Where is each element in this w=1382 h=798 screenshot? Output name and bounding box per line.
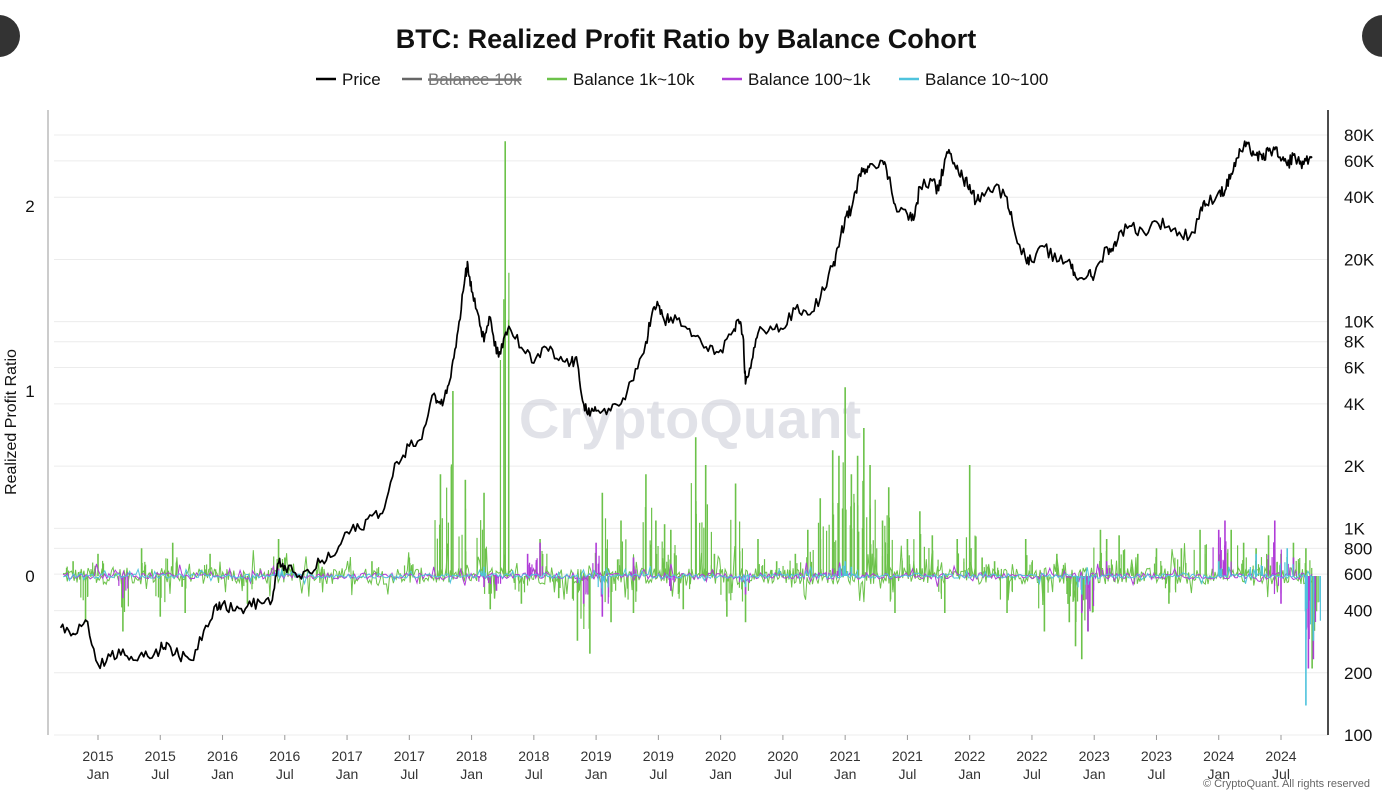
x-tick-month: Jan (958, 766, 981, 782)
legend-item-balance-1k-10k[interactable]: Balance 1k~10k (547, 70, 695, 89)
x-tick-month: Jan (1207, 766, 1230, 782)
x-tick-month: Jul (400, 766, 418, 782)
right-edge-button[interactable] (1362, 15, 1382, 57)
x-tick-year: 2024 (1265, 748, 1296, 764)
right-tick-label: 40K (1344, 188, 1375, 207)
legend[interactable]: Price Balance 10k Balance 1k~10k Balance 10… (316, 70, 1048, 89)
x-tick-month: Jan (1083, 766, 1106, 782)
ratio-noise (62, 543, 1313, 603)
x-tick-year: 2020 (767, 748, 798, 764)
chart-title: BTC: Realized Profit Ratio by Balance Co… (396, 24, 977, 54)
legend-label: Balance 10~100 (925, 70, 1048, 89)
right-tick-label: 2K (1344, 457, 1365, 476)
right-tick-label: 10K (1344, 313, 1375, 332)
right-tick-label: 80K (1344, 126, 1375, 145)
x-tick-year: 2024 (1203, 748, 1234, 764)
right-tick-label: 20K (1344, 250, 1375, 269)
x-tick-year: 2018 (456, 748, 487, 764)
right-tick-label: 200 (1344, 664, 1372, 683)
left-tick-label: 1 (25, 382, 34, 401)
x-tick-month: Jul (151, 766, 169, 782)
plot-area (59, 140, 1321, 706)
x-tick-year: 2019 (581, 748, 612, 764)
x-tick-year: 2022 (954, 748, 985, 764)
x-tick-year: 2016 (269, 748, 300, 764)
x-tick-month: Jan (87, 766, 110, 782)
credit-text: © CryptoQuant. All rights reserved (1203, 778, 1370, 790)
x-tick-month: Jul (898, 766, 916, 782)
ratio-noise (63, 565, 1313, 586)
x-tick-month: Jul (525, 766, 543, 782)
x-tick-year: 2015 (145, 748, 176, 764)
left-edge-button[interactable] (0, 15, 20, 57)
x-tick-month: Jul (1148, 766, 1166, 782)
series-price-line (59, 140, 1313, 670)
x-tick-month: Jan (834, 766, 857, 782)
right-tick-label: 60K (1344, 152, 1375, 171)
right-tick-label: 800 (1344, 539, 1372, 558)
legend-label: Balance 100~1k (748, 70, 871, 89)
right-tick-label: 6K (1344, 359, 1365, 378)
y-axis-label: Realized Profit Ratio (3, 349, 20, 495)
x-tick-month: Jan (460, 766, 483, 782)
x-tick-month: Jan (336, 766, 359, 782)
x-tick-year: 2022 (1016, 748, 1047, 764)
x-tick-year: 2017 (394, 748, 425, 764)
legend-label: Price (342, 70, 381, 89)
watermark: CryptoQuant (519, 387, 861, 450)
right-tick-label: 1K (1344, 519, 1365, 538)
x-tick-year: 2021 (830, 748, 861, 764)
x-tick-year: 2019 (643, 748, 674, 764)
right-tick-label: 600 (1344, 565, 1372, 584)
legend-item-balance-10k[interactable]: Balance 10k (402, 70, 522, 89)
ratio-noise (62, 562, 1313, 587)
right-tick-label: 8K (1344, 333, 1365, 352)
x-tick-month: Jul (1272, 766, 1290, 782)
legend-item-balance-100-1k[interactable]: Balance 100~1k (722, 70, 871, 89)
legend-item-balance-10-100[interactable]: Balance 10~100 (899, 70, 1048, 89)
x-tick-month: Jul (1023, 766, 1041, 782)
legend-label: Balance 1k~10k (573, 70, 695, 89)
x-tick-month: Jan (709, 766, 732, 782)
x-tick-month: Jul (649, 766, 667, 782)
x-tick-year: 2020 (705, 748, 736, 764)
x-tick-month: Jul (774, 766, 792, 782)
x-tick-year: 2023 (1079, 748, 1110, 764)
x-tick-year: 2017 (331, 748, 362, 764)
series-balance-10-100 (63, 548, 1321, 706)
legend-item-price[interactable]: Price (316, 70, 381, 89)
x-tick-year: 2018 (518, 748, 549, 764)
x-tick-month: Jan (585, 766, 608, 782)
x-tick-year: 2015 (82, 748, 113, 764)
x-tick-year: 2023 (1141, 748, 1172, 764)
right-tick-label: 400 (1344, 602, 1372, 621)
x-tick-month: Jul (276, 766, 294, 782)
x-tick-year: 2016 (207, 748, 238, 764)
left-tick-label: 0 (25, 567, 34, 586)
right-tick-label: 4K (1344, 395, 1365, 414)
right-tick-label: 100 (1344, 726, 1372, 745)
x-tick-month: Jan (211, 766, 234, 782)
series-balance-100-1k (62, 520, 1317, 669)
left-tick-label: 2 (25, 197, 34, 216)
x-tick-year: 2021 (892, 748, 923, 764)
